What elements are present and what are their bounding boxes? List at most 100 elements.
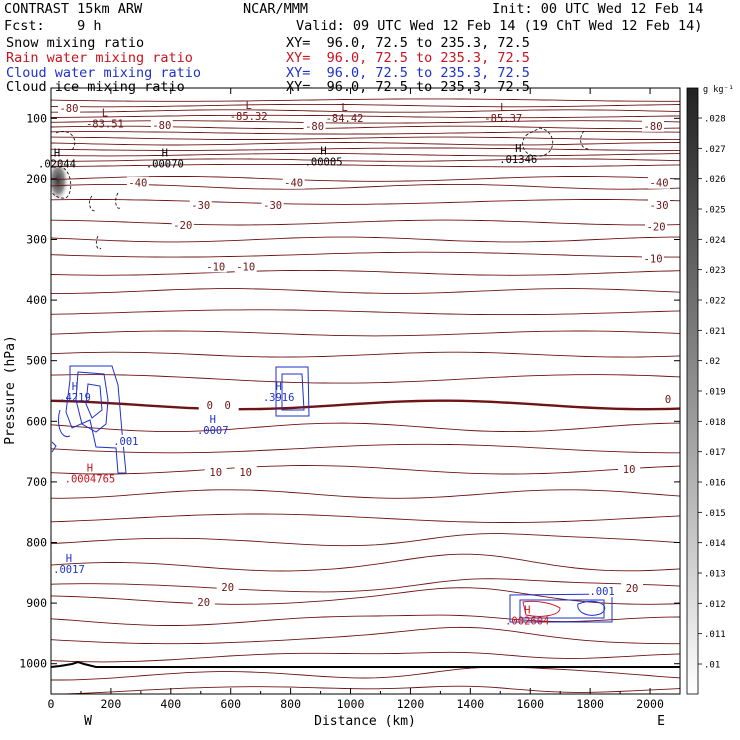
colorbar-tick-label: .015 [704, 509, 726, 519]
temperature-contour [51, 236, 680, 243]
cloud-water-label: .001 [113, 436, 138, 448]
extremum-value: .002604 [505, 615, 549, 627]
rain-contours [522, 600, 561, 617]
contour-label-bg [657, 393, 680, 406]
temperature-contour [51, 651, 680, 663]
contour-label-bg [282, 176, 305, 189]
contour-label-bg [126, 176, 149, 189]
x-tick-label: 1400 [456, 697, 484, 711]
contour-label-bg [198, 399, 221, 412]
extremum-mark: L [246, 100, 252, 112]
temperature-contour [52, 685, 680, 694]
valid-time: Valid: 09 UTC Wed 12 Feb 14 (19 ChT Wed … [296, 18, 703, 34]
x-tick-label: 1200 [397, 697, 425, 711]
contour-label-bg [204, 465, 227, 478]
colorbar-tick-label: .028 [704, 115, 726, 125]
colorbar-tick-label: .019 [704, 388, 726, 398]
temperature-contour [51, 626, 680, 645]
cloud-ice-contours [51, 127, 591, 250]
temperature-contour [51, 109, 680, 113]
extremum-value: -83.51 [86, 118, 124, 130]
temperature-contour [51, 153, 680, 157]
temperature-contour [51, 465, 680, 475]
temperature-contour [51, 251, 680, 258]
organization-label: NCAR/MMM [243, 1, 309, 17]
temperature-contour [51, 142, 680, 146]
field-xy-cloud-water: XY= 96.0, 72.5 to 235.3, 72.5 [286, 65, 530, 81]
temperature-contour [51, 103, 680, 108]
extremum-value: .00005 [305, 157, 343, 169]
forecast-hour: Fcst: 9 h [4, 18, 102, 34]
temperature-contour [51, 269, 680, 276]
temperature-contour [51, 183, 680, 190]
contour-label-bg [261, 199, 284, 212]
colorbar-tick-label: .013 [704, 570, 726, 580]
terrain-line [50, 660, 680, 668]
temperature-contour [51, 131, 680, 135]
freezing-level-contour [51, 399, 680, 411]
extremum-mark: H [320, 146, 326, 158]
extremum-mark: H [72, 381, 78, 393]
extremum-value: -84.42 [326, 113, 364, 125]
contour-label: -10 [206, 261, 225, 273]
contour-label: 20 [197, 597, 210, 609]
extremum-value: .02044 [38, 158, 76, 170]
temperature-contour [51, 422, 680, 433]
temperature-contour [51, 351, 680, 358]
contour-label-bg [621, 582, 644, 595]
x-tick-label: 1600 [516, 697, 544, 711]
x-tick-label: 600 [220, 697, 241, 711]
contour-label-bg [57, 102, 80, 115]
temperature-contour [51, 288, 680, 294]
colorbar-tick-label: .025 [704, 206, 726, 216]
temperature-contour [51, 587, 680, 605]
temperature-contour [51, 176, 680, 182]
x-tick-label: 800 [280, 697, 301, 711]
chart-title: CONTRAST 15km ARW [4, 1, 143, 17]
extremum-value: -85.37 [484, 113, 522, 125]
contour-label-bg [642, 119, 665, 132]
extremum-value: .01346 [499, 154, 537, 166]
plot-frame [50, 87, 681, 695]
x-axis-title: Distance (km) [314, 714, 416, 729]
colorbar-tick-label: .02 [704, 357, 720, 367]
colorbar-gradient [686, 87, 699, 695]
cloud-water-contours [51, 365, 613, 623]
extremum-mark: H [275, 381, 281, 393]
cloud-water-label: .001 [589, 586, 614, 598]
contour-label: -40 [128, 178, 147, 190]
temperature-contour [51, 136, 680, 140]
contour-label: -30 [263, 200, 282, 212]
colorbar-tick-label: .014 [704, 539, 726, 549]
contour-label-bg [618, 462, 641, 475]
contour-label: -20 [173, 220, 192, 232]
field-name-rain: Rain water mixing ratio [6, 50, 193, 66]
colorbar-tick-label: .024 [704, 236, 726, 246]
extremum-mark: H [162, 147, 168, 159]
colorbar-tick-label: .021 [704, 327, 726, 337]
init-time: Init: 00 UTC Wed 12 Feb 14 [492, 1, 704, 17]
extremum-value: .4219 [59, 392, 91, 404]
temperature-contours [51, 98, 680, 694]
contour-label-bg [204, 260, 227, 273]
temperature-contour [51, 578, 680, 593]
temperature-contour [51, 125, 680, 130]
contour-label-bg [234, 260, 257, 273]
temperature-contour [51, 330, 680, 337]
extremum-mark: H [524, 604, 530, 616]
temperature-contour [51, 147, 680, 151]
contour-label-bg [171, 219, 194, 232]
west-label: W [84, 714, 92, 729]
y-tick-label: 100 [26, 111, 47, 125]
extremum-value: .0017 [53, 564, 85, 576]
colorbar-ticks: .028 .027 .026 .025 .024 .023 .022 .021 .02 .019.… [698, 115, 726, 671]
extremum-mark: H [87, 463, 93, 475]
field-name-cloud-ice: Cloud ice mixing ratio [6, 79, 185, 95]
y-axis-title: Pressure (hPa) [3, 335, 18, 445]
extremum-value: .3916 [263, 392, 295, 404]
colorbar: .028 .027 .026 .025 .024 .023 .022 .021 .02 .019.… [686, 85, 734, 695]
contour-label: -80 [644, 121, 663, 133]
extremum-mark: H [515, 143, 521, 155]
y-tick-label: 600 [26, 414, 47, 428]
colorbar-tick-label: .027 [704, 145, 726, 155]
